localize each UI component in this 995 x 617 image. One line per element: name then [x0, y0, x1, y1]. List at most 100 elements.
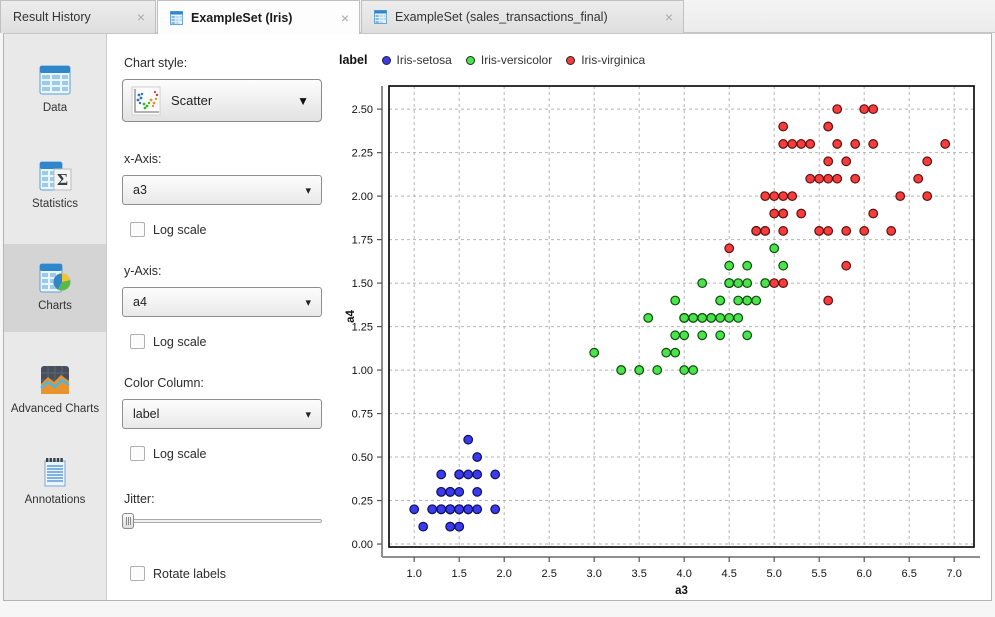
color-log-scale-label: Log scale — [153, 446, 207, 461]
y-axis-value: a4 — [133, 295, 147, 309]
chart-style-dropdown[interactable]: Scatter ▼ — [122, 79, 322, 122]
svg-text:1.00: 1.00 — [352, 365, 373, 377]
sidebar-item-label: Annotations — [24, 494, 86, 507]
color-log-scale-row: Log scale — [130, 446, 207, 461]
chevron-down-icon: ▾ — [305, 296, 311, 309]
color-column-label: Color Column: — [124, 376, 204, 390]
legend-entry-versicolor: Iris-versicolor — [465, 53, 553, 67]
x-log-scale-checkbox[interactable] — [130, 222, 145, 237]
table-icon — [170, 10, 183, 25]
y-log-scale-row: Log scale — [130, 334, 207, 349]
svg-text:6.0: 6.0 — [857, 568, 872, 580]
svg-text:2.0: 2.0 — [497, 568, 512, 580]
x-axis-dropdown[interactable]: a3 ▾ — [122, 175, 322, 205]
svg-text:5.0: 5.0 — [767, 568, 782, 580]
y-axis-dropdown[interactable]: a4 ▾ — [122, 287, 322, 317]
svg-text:0.00: 0.00 — [352, 539, 373, 551]
svg-text:3.5: 3.5 — [632, 568, 647, 580]
y-log-scale-label: Log scale — [153, 334, 207, 349]
tab-result-history[interactable]: Result History × — [0, 0, 156, 33]
tab-bar: Result History × ExampleSet (Iris) × Exa… — [0, 0, 995, 34]
svg-text:Σ: Σ — [57, 170, 68, 189]
sidebar-item-label: Charts — [38, 300, 72, 312]
color-column-dropdown[interactable]: label ▾ — [122, 399, 322, 429]
y-axis-label: y-Axis: — [124, 264, 162, 278]
setosa-dot-icon — [381, 55, 391, 65]
close-icon[interactable]: × — [664, 9, 673, 25]
view-sidebar: Data Σ Statistics — [4, 34, 107, 600]
chart-legend: label Iris-setosa Iris-versicolor Iris-v… — [339, 52, 645, 68]
chevron-down-icon: ▾ — [305, 408, 311, 421]
data-table-icon — [39, 65, 71, 95]
svg-text:2.5: 2.5 — [542, 568, 557, 580]
tab-exampleset-sales[interactable]: ExampleSet (sales_transactions_final) × — [361, 0, 684, 33]
rotate-labels-checkbox[interactable] — [130, 566, 145, 581]
jitter-label: Jitter: — [124, 492, 155, 506]
svg-text:1.5: 1.5 — [452, 568, 467, 580]
legend-entry-virginica: Iris-virginica — [566, 53, 645, 67]
svg-text:a4: a4 — [345, 310, 357, 323]
color-log-scale-checkbox[interactable] — [130, 446, 145, 461]
tab-label: ExampleSet (Iris) — [191, 10, 293, 25]
svg-text:7.0: 7.0 — [947, 568, 962, 580]
annotations-icon — [44, 458, 66, 487]
table-icon — [374, 10, 387, 24]
y-log-scale-checkbox[interactable] — [130, 334, 145, 349]
svg-text:2.25: 2.25 — [352, 148, 373, 160]
versicolor-dot-icon — [465, 55, 475, 65]
svg-text:6.5: 6.5 — [902, 568, 917, 580]
scatter-plot[interactable]: 0.00 0.25 0.50 0.75 1.00 1.25 1.50 1.75 2.00 2.25… — [339, 79, 991, 597]
scatter-style-icon — [131, 86, 161, 115]
svg-text:4.0: 4.0 — [677, 568, 692, 580]
chart-style-value: Scatter — [171, 93, 213, 108]
tab-label: ExampleSet (sales_transactions_final) — [395, 10, 608, 24]
result-view-panel: Data Σ Statistics — [3, 33, 992, 601]
chart-panel: label Iris-setosa Iris-versicolor Iris-v… — [336, 34, 991, 600]
legend-title: label — [339, 53, 368, 67]
chart-controls: Chart style: Scatter ▼ x-Axis: a3 ▾ Log … — [108, 34, 336, 600]
jitter-slider-track[interactable] — [122, 519, 322, 523]
svg-text:1.75: 1.75 — [352, 235, 373, 247]
svg-text:5.5: 5.5 — [812, 568, 827, 580]
svg-text:0.25: 0.25 — [352, 496, 373, 508]
rotate-labels-row: Rotate labels — [130, 566, 226, 581]
svg-text:4.5: 4.5 — [722, 568, 737, 580]
rotate-labels-label: Rotate labels — [153, 566, 226, 581]
legend-entry-label: Iris-versicolor — [480, 53, 553, 67]
chevron-down-icon: ▼ — [297, 93, 309, 108]
svg-text:2.50: 2.50 — [352, 104, 373, 116]
legend-entry-label: Iris-setosa — [396, 53, 452, 67]
svg-text:2.00: 2.00 — [352, 191, 373, 203]
x-log-scale-row: Log scale — [130, 222, 207, 237]
virginica-dot-icon — [566, 55, 576, 65]
x-log-scale-label: Log scale — [153, 222, 207, 237]
legend-entry-setosa: Iris-setosa — [381, 53, 452, 67]
x-axis-label: x-Axis: — [124, 152, 162, 166]
tab-exampleset-iris[interactable]: ExampleSet (Iris) × — [157, 0, 360, 34]
sidebar-item-advanced-charts[interactable]: Advanced Charts — [4, 352, 106, 428]
svg-text:0.75: 0.75 — [352, 409, 373, 421]
sidebar-item-statistics[interactable]: Σ Statistics — [4, 148, 106, 222]
svg-text:1.0: 1.0 — [407, 568, 422, 580]
svg-text:1.50: 1.50 — [352, 278, 373, 290]
close-icon[interactable]: × — [340, 9, 349, 26]
sidebar-item-charts[interactable]: Charts — [4, 244, 106, 332]
jitter-slider[interactable] — [122, 513, 322, 529]
svg-text:0.50: 0.50 — [352, 452, 373, 464]
sidebar-item-label: Advanced Charts — [10, 403, 100, 415]
chart-style-label: Chart style: — [124, 56, 188, 70]
statistics-icon: Σ — [39, 161, 72, 191]
svg-text:a3: a3 — [675, 585, 688, 597]
close-icon[interactable]: × — [136, 9, 145, 25]
sidebar-item-label: Data — [42, 102, 68, 114]
advanced-charts-icon — [40, 366, 70, 394]
color-column-value: label — [133, 407, 160, 421]
tab-label: Result History — [13, 10, 91, 24]
legend-entry-label: Iris-virginica — [581, 53, 646, 67]
jitter-slider-thumb[interactable] — [122, 513, 134, 529]
charts-icon — [39, 263, 71, 293]
sidebar-item-data[interactable]: Data — [4, 52, 106, 126]
svg-text:3.0: 3.0 — [587, 568, 602, 580]
svg-text:1.25: 1.25 — [352, 322, 373, 334]
sidebar-item-annotations[interactable]: Annotations — [4, 444, 106, 518]
